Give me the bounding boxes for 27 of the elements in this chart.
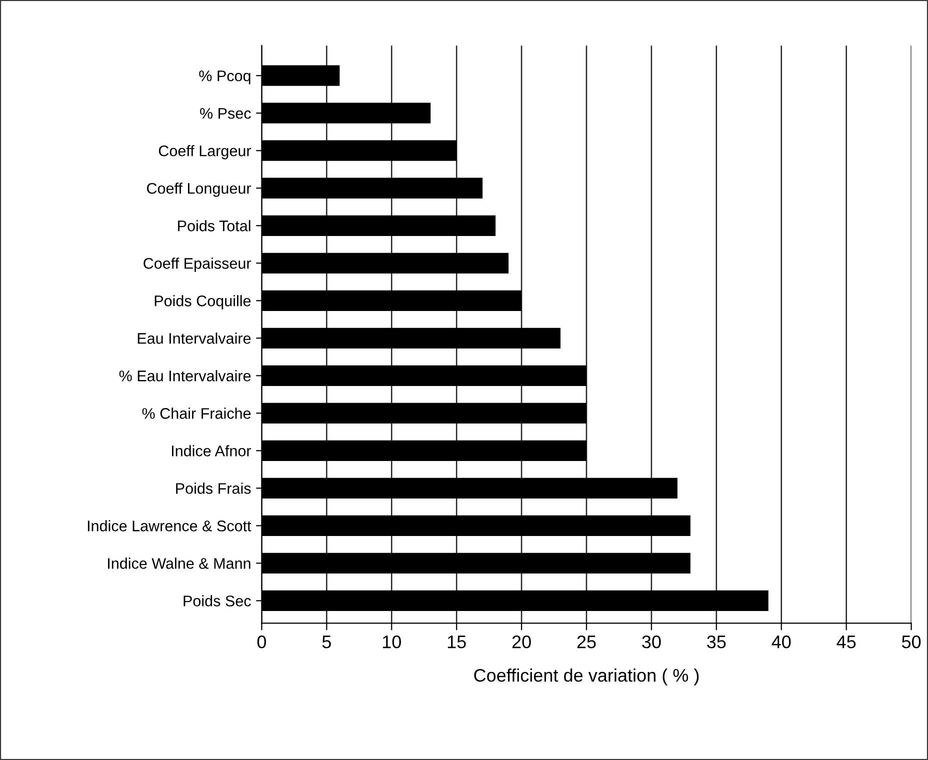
x-tick-label: 5 xyxy=(322,636,331,648)
y-tick-label: Eau Intervalvaire xyxy=(138,332,251,344)
y-tick-label: Coeff Longueur xyxy=(147,182,252,197)
x-tick-label: 35 xyxy=(707,635,726,648)
y-tick-label: Poids Sec xyxy=(184,595,251,606)
x-tick-label: 30 xyxy=(642,635,661,648)
x-tick-label: 25 xyxy=(577,635,596,648)
y-tick-label: Indice Afnor xyxy=(172,445,252,456)
y-tick-label: Poids Frais xyxy=(176,482,251,494)
x-tick-label: 50 xyxy=(902,635,921,648)
x-tick-label: 15 xyxy=(448,636,466,648)
x-tick-label: 20 xyxy=(512,635,531,648)
x-tick-label: 40 xyxy=(772,635,791,648)
x-axis-title: Coefficient de variation ( % ) xyxy=(474,668,699,686)
y-tick-label: Poids Coquille xyxy=(154,295,251,310)
y-tick-label: % Eau Intervalvaire xyxy=(119,370,251,382)
y-tick-label: Indice Lawrence & Scott xyxy=(88,520,252,532)
y-tick-label: % Pcoq xyxy=(199,70,250,84)
y-tick-label: Indice Walne & Mann xyxy=(108,558,250,569)
y-tick-label: Coeff Epaisseur xyxy=(144,258,252,272)
y-tick-label: Poids Total xyxy=(178,220,250,232)
y-tick-label: Coeff Largeur xyxy=(158,145,252,160)
x-tick-label: 45 xyxy=(836,636,856,648)
x-tick-label: 10 xyxy=(382,635,401,648)
x-tick-label: 0 xyxy=(257,635,266,648)
y-tick-label: % Chair Fraiche xyxy=(142,408,251,419)
y-tick-label: % Psec xyxy=(200,108,251,119)
